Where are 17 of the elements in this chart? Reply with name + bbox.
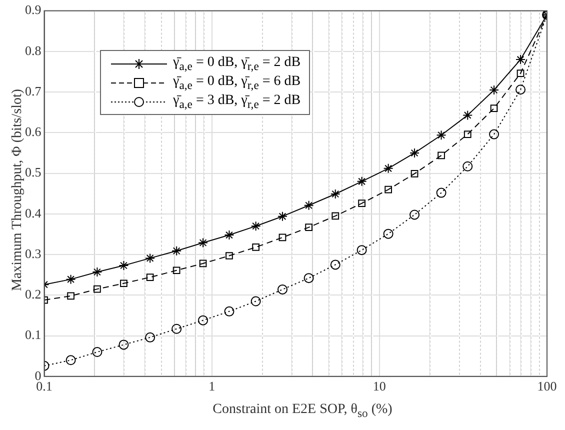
- legend-label: γ̄$_{a,e}$ = 0 dB, γ̄$_{r,e}$ = 2 dB: [173, 54, 301, 72]
- legend-label: γ̄$_{a,e}$ = 3 dB, γ̄$_{r,e}$ = 2 dB: [173, 92, 301, 110]
- y-tick-label: 0.9: [25, 2, 42, 18]
- y-axis-title: Maximum Throughput, Φ (bits/slot): [10, 88, 26, 292]
- y-tick-label: 0.2: [25, 286, 42, 302]
- y-tick-label: 0.1: [25, 327, 42, 342]
- legend-label: γ̄$_{a,e}$ = 0 dB, γ̄$_{r,e}$ = 6 dB: [173, 74, 301, 92]
- x-tick-label: 1: [208, 378, 216, 394]
- y-tick-label: 0.4: [25, 205, 42, 220]
- x-tick-label: 100: [537, 378, 557, 394]
- y-tick-label: 0.5: [25, 164, 42, 180]
- y-tick-label: 0.3: [25, 246, 42, 261]
- y-tick-label: 0.6: [25, 124, 42, 140]
- x-axis-title: Constraint on E2E SOP, θ$_{so}$ (%): [212, 402, 394, 420]
- y-tick-label: 0.7: [25, 83, 42, 98]
- x-tick-label: 10: [372, 378, 386, 394]
- y-tick-label: 0.8: [25, 42, 42, 58]
